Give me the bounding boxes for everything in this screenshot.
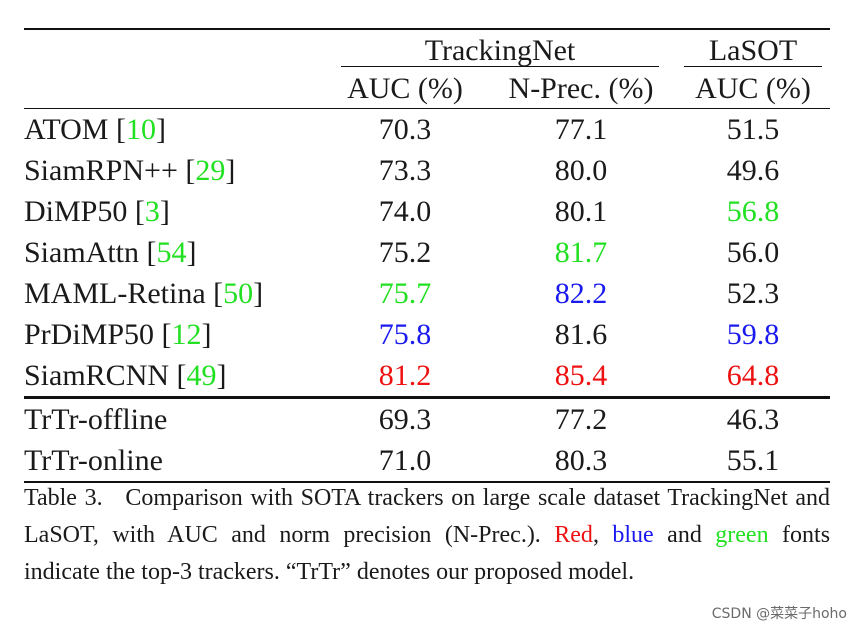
table-row: MAML-Retina [50] 75.7 82.2 52.3 bbox=[24, 273, 830, 314]
tn-auc-cell-second: 75.8 bbox=[378, 317, 432, 351]
method-name: DiMP50 bbox=[24, 194, 135, 228]
method-name: ATOM bbox=[24, 112, 116, 146]
lasot-header-label: LaSOT bbox=[684, 35, 822, 67]
tn-auc-cell: 69.3 bbox=[324, 396, 486, 440]
method-cell: DiMP50 [3] bbox=[24, 194, 170, 228]
tn-auc-cell: 70.3 bbox=[378, 112, 432, 146]
method-cell: PrDiMP50 [12] bbox=[24, 317, 212, 351]
table-row: PrDiMP50 [12] 75.8 81.6 59.8 bbox=[24, 314, 830, 355]
lasot-auc-cell: 51.5 bbox=[726, 112, 780, 146]
caption-word-red: Red bbox=[554, 522, 593, 548]
tn-auc-cell: 75.2 bbox=[378, 235, 432, 269]
table-caption: Table 3. Comparison with SOTA trackers o… bbox=[24, 480, 830, 591]
method-cell: TrTr-offline bbox=[24, 396, 324, 440]
method-cell: SiamAttn [54] bbox=[24, 235, 197, 269]
csdn-watermark: CSDN @菜菜子hoho bbox=[711, 606, 847, 622]
lasot-auc-cell: 46.3 bbox=[676, 396, 830, 440]
tn-auc-cell-first: 81.2 bbox=[378, 358, 432, 392]
table-row: SiamRCNN [49] 81.2 85.4 64.8 bbox=[24, 355, 830, 398]
reference-link[interactable]: 3 bbox=[144, 194, 160, 228]
caption-text-2: fonts indicate the top-3 trackers. “TrTr… bbox=[24, 522, 831, 585]
comparison-table: TrackingNet LaSOT AUC (%) N-Prec. (%) AU… bbox=[24, 28, 830, 483]
lasot-auc-cell: 52.3 bbox=[726, 276, 780, 310]
reference-link[interactable]: 50 bbox=[223, 276, 254, 310]
reference-link[interactable]: 49 bbox=[186, 358, 217, 392]
lasot-header: LaSOT bbox=[676, 29, 830, 70]
reference-link[interactable]: 10 bbox=[125, 112, 156, 146]
table-row: DiMP50 [3] 74.0 80.1 56.8 bbox=[24, 191, 830, 232]
tn-auc-cell: 73.3 bbox=[378, 153, 432, 187]
tn-nprec-header: N-Prec. (%) bbox=[508, 72, 654, 105]
tn-nprec-cell: 80.3 bbox=[554, 443, 608, 477]
method-cell: ATOM [10] bbox=[24, 112, 166, 146]
trackingnet-header-label: TrackingNet bbox=[341, 35, 659, 67]
method-name: MAML-Retina bbox=[24, 276, 214, 310]
method-name: PrDiMP50 bbox=[24, 317, 162, 351]
method-cell: TrTr-online bbox=[24, 440, 324, 482]
table-row: SiamRPN++ [29] 73.3 80.0 49.6 bbox=[24, 150, 830, 191]
tn-nprec-cell: 77.2 bbox=[486, 396, 676, 440]
method-name: SiamAttn bbox=[24, 235, 147, 269]
tn-auc-header: AUC (%) bbox=[347, 72, 463, 105]
lasot-auc-header: AUC (%) bbox=[695, 72, 811, 105]
tn-nprec-cell: 80.0 bbox=[554, 153, 608, 187]
tn-nprec-cell: 77.1 bbox=[554, 112, 608, 146]
lasot-auc-cell-first: 64.8 bbox=[726, 358, 780, 392]
table-row: ATOM [10] 70.3 77.1 51.5 bbox=[24, 109, 830, 151]
tn-nprec-cell-third: 81.7 bbox=[554, 235, 608, 269]
tn-nprec-cell: 80.1 bbox=[554, 194, 608, 228]
sub-header-row: AUC (%) N-Prec. (%) AUC (%) bbox=[24, 70, 830, 109]
caption-text-1: Comparison with SOTA trackers on large s… bbox=[24, 485, 831, 548]
tn-auc-cell: 74.0 bbox=[378, 194, 432, 228]
caption-table-label: Table 3. bbox=[24, 485, 103, 511]
method-cell: SiamRCNN [49] bbox=[24, 358, 227, 392]
method-header-empty bbox=[24, 29, 324, 70]
method-name: SiamRCNN bbox=[24, 358, 177, 392]
caption-paragraph: Table 3. Comparison with SOTA trackers o… bbox=[24, 480, 830, 591]
method-name: TrTr-online bbox=[24, 443, 163, 477]
tn-nprec-cell-first: 85.4 bbox=[554, 358, 608, 392]
lasot-auc-cell: 55.1 bbox=[726, 443, 780, 477]
method-subheader-empty bbox=[24, 70, 324, 109]
caption-word-blue: blue bbox=[612, 522, 654, 548]
caption-and-word: and bbox=[667, 522, 702, 548]
lasot-auc-cell-second: 59.8 bbox=[726, 317, 780, 351]
tn-auc-cell: 71.0 bbox=[378, 443, 432, 477]
table-row: TrTr-online 71.0 80.3 55.1 bbox=[24, 440, 830, 482]
group-header-row: TrackingNet LaSOT bbox=[24, 29, 830, 70]
tn-auc-cell-third: 75.7 bbox=[378, 276, 432, 310]
method-name: TrTr-offline bbox=[24, 402, 168, 436]
method-name: SiamRPN++ bbox=[24, 153, 186, 187]
trackingnet-header: TrackingNet bbox=[324, 29, 676, 70]
reference-link[interactable]: 54 bbox=[156, 235, 187, 269]
reference-link[interactable]: 12 bbox=[171, 317, 202, 351]
method-cell: SiamRPN++ [29] bbox=[24, 153, 236, 187]
method-cell: MAML-Retina [50] bbox=[24, 276, 264, 310]
caption-sep-1: , bbox=[592, 522, 599, 548]
table-row: TrTr-offline 69.3 77.2 46.3 bbox=[24, 396, 830, 440]
caption-word-green: green bbox=[715, 522, 769, 548]
tn-nprec-cell: 81.6 bbox=[554, 317, 608, 351]
lasot-auc-cell: 56.0 bbox=[726, 235, 780, 269]
table-row: SiamAttn [54] 75.2 81.7 56.0 bbox=[24, 232, 830, 273]
reference-link[interactable]: 29 bbox=[195, 153, 226, 187]
lasot-auc-cell: 49.6 bbox=[726, 153, 780, 187]
tn-nprec-cell-second: 82.2 bbox=[554, 276, 608, 310]
lasot-auc-cell-third: 56.8 bbox=[726, 194, 780, 228]
comparison-table-container: TrackingNet LaSOT AUC (%) N-Prec. (%) AU… bbox=[24, 28, 830, 483]
